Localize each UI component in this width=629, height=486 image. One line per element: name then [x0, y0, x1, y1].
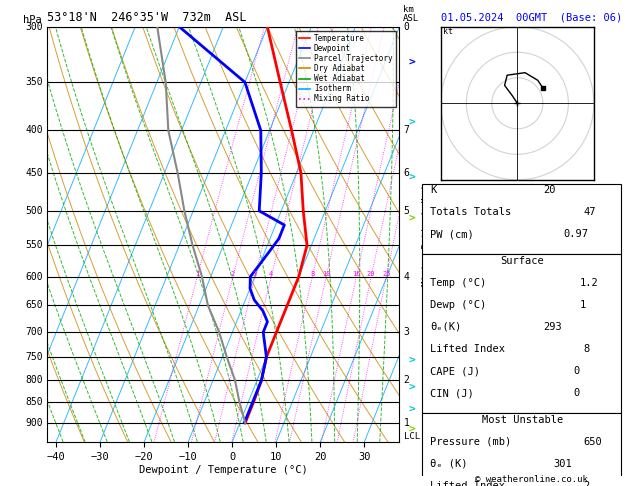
Text: Mixing Ratio (g/kg): Mixing Ratio (g/kg)	[422, 183, 431, 286]
Text: 01.05.2024  00GMT  (Base: 06): 01.05.2024 00GMT (Base: 06)	[441, 12, 622, 22]
X-axis label: Dewpoint / Temperature (°C): Dewpoint / Temperature (°C)	[139, 465, 308, 475]
Text: 850: 850	[25, 397, 43, 407]
Text: 700: 700	[25, 327, 43, 337]
Text: >: >	[409, 56, 415, 66]
Legend: Temperature, Dewpoint, Parcel Trajectory, Dry Adiabat, Wet Adiabat, Isotherm, Mi: Temperature, Dewpoint, Parcel Trajectory…	[296, 31, 396, 106]
Text: CIN (J): CIN (J)	[430, 388, 474, 398]
Text: 2: 2	[231, 271, 235, 277]
Text: 20: 20	[367, 271, 376, 277]
Text: 6: 6	[404, 168, 409, 178]
Text: 750: 750	[25, 352, 43, 362]
Text: Most Unstable: Most Unstable	[482, 415, 563, 425]
Text: 1: 1	[580, 300, 586, 310]
Text: Dewp (°C): Dewp (°C)	[430, 300, 487, 310]
Text: 650: 650	[584, 436, 603, 447]
Text: LCL: LCL	[404, 432, 420, 441]
Text: kt: kt	[443, 27, 454, 36]
Text: 800: 800	[25, 375, 43, 385]
Text: 1: 1	[195, 271, 199, 277]
Text: θₑ (K): θₑ (K)	[430, 459, 468, 469]
Text: PW (cm): PW (cm)	[430, 229, 474, 239]
Text: 301: 301	[553, 459, 572, 469]
Text: hPa: hPa	[23, 15, 42, 25]
Text: 450: 450	[25, 168, 43, 178]
Text: >: >	[409, 213, 415, 223]
Text: 2: 2	[404, 375, 409, 385]
Text: 900: 900	[25, 418, 43, 428]
Text: θₑ(K): θₑ(K)	[430, 322, 462, 332]
Text: >: >	[409, 382, 415, 392]
Text: >: >	[409, 354, 415, 364]
Text: 650: 650	[25, 300, 43, 311]
Text: Surface: Surface	[501, 256, 544, 266]
Text: 3: 3	[404, 327, 409, 337]
Text: 4: 4	[269, 271, 274, 277]
FancyBboxPatch shape	[422, 413, 621, 486]
Text: 53°18'N  246°35'W  732m  ASL: 53°18'N 246°35'W 732m ASL	[47, 11, 247, 24]
Text: 350: 350	[25, 77, 43, 87]
Text: 1: 1	[404, 418, 409, 428]
Text: 0: 0	[404, 22, 409, 32]
Text: Pressure (mb): Pressure (mb)	[430, 436, 511, 447]
Text: 20: 20	[543, 185, 555, 195]
Text: 2: 2	[584, 481, 590, 486]
Text: Lifted Index: Lifted Index	[430, 344, 505, 354]
Text: >: >	[409, 172, 415, 182]
Text: 3: 3	[253, 271, 257, 277]
Text: © weatheronline.co.uk: © weatheronline.co.uk	[475, 474, 588, 484]
Text: K: K	[430, 185, 437, 195]
Text: 0: 0	[574, 366, 580, 376]
Text: 300: 300	[25, 22, 43, 32]
Text: 5: 5	[404, 206, 409, 216]
Text: 4: 4	[404, 272, 409, 281]
FancyBboxPatch shape	[422, 254, 621, 413]
Text: km
ASL: km ASL	[403, 4, 419, 22]
Text: 600: 600	[25, 272, 43, 281]
Text: 8: 8	[310, 271, 314, 277]
Text: >: >	[409, 403, 415, 414]
Text: 500: 500	[25, 206, 43, 216]
Text: 0.97: 0.97	[564, 229, 588, 239]
Text: Lifted Index: Lifted Index	[430, 481, 505, 486]
Text: 16: 16	[352, 271, 360, 277]
Text: Temp (°C): Temp (°C)	[430, 278, 487, 288]
FancyBboxPatch shape	[422, 184, 621, 254]
Text: Totals Totals: Totals Totals	[430, 207, 511, 217]
Text: 7: 7	[404, 125, 409, 136]
Text: >: >	[409, 116, 415, 126]
Text: 1.2: 1.2	[580, 278, 598, 288]
Text: 550: 550	[25, 240, 43, 250]
Text: 10: 10	[322, 271, 330, 277]
Text: CAPE (J): CAPE (J)	[430, 366, 481, 376]
Text: 293: 293	[543, 322, 562, 332]
Text: 8: 8	[584, 344, 590, 354]
Text: >: >	[409, 424, 415, 434]
Text: 25: 25	[382, 271, 391, 277]
Text: 0: 0	[574, 388, 580, 398]
Text: 400: 400	[25, 125, 43, 136]
Text: 47: 47	[584, 207, 596, 217]
